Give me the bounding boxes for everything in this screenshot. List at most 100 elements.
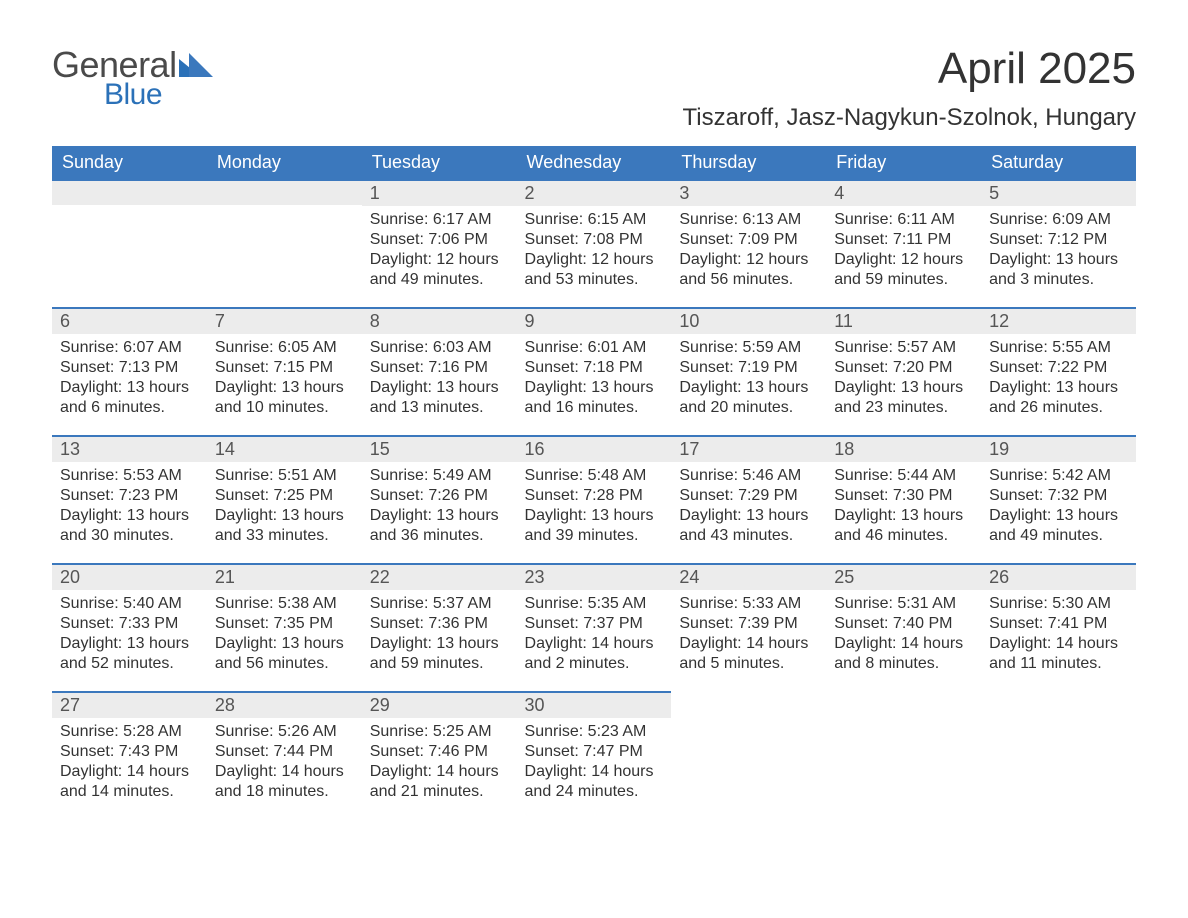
sunrise-line: Sunrise: 6:15 AM [525, 210, 664, 230]
sunrise-line: Sunrise: 6:01 AM [525, 338, 664, 358]
calendar-cell: 16Sunrise: 5:48 AMSunset: 7:28 PMDayligh… [517, 435, 672, 563]
daylight-line: Daylight: 14 hours and 14 minutes. [60, 762, 199, 802]
sunrise-line: Sunrise: 5:48 AM [525, 466, 664, 486]
day-number: 18 [826, 435, 981, 462]
day-number: 28 [207, 691, 362, 718]
calendar-cell [52, 179, 207, 307]
day-number: 1 [362, 179, 517, 206]
day-number: 8 [362, 307, 517, 334]
daylight-line: Daylight: 13 hours and 36 minutes. [370, 506, 509, 546]
sunrise-line: Sunrise: 5:59 AM [679, 338, 818, 358]
calendar-cell [826, 691, 981, 819]
day-body: Sunrise: 5:35 AMSunset: 7:37 PMDaylight:… [517, 590, 672, 682]
sunset-line: Sunset: 7:36 PM [370, 614, 509, 634]
daylight-line: Daylight: 13 hours and 3 minutes. [989, 250, 1128, 290]
calendar-cell [981, 691, 1136, 819]
calendar-cell: 17 Sunrise: 5:46 AMSunset: 7:29 PMDayligh… [671, 435, 826, 563]
calendar-cell: 6Sunrise: 6:07 AMSunset: 7:13 PMDaylight… [52, 307, 207, 435]
day-body: Sunrise: 5:31 AMSunset: 7:40 PMDaylight:… [826, 590, 981, 682]
daylight-line: Daylight: 13 hours and 43 minutes. [679, 506, 818, 546]
daylight-line: Daylight: 14 hours and 24 minutes. [525, 762, 664, 802]
sunset-line: Sunset: 7:29 PM [679, 486, 818, 506]
calendar-cell: 11Sunrise: 5:57 AMSunset: 7:20 PMDayligh… [826, 307, 981, 435]
sunrise-line: Sunrise: 5:25 AM [370, 722, 509, 742]
day-body: Sunrise: 5:37 AMSunset: 7:36 PMDaylight:… [362, 590, 517, 682]
day-number: 7 [207, 307, 362, 334]
sunrise-line: Sunrise: 5:35 AM [525, 594, 664, 614]
sunset-line: Sunset: 7:46 PM [370, 742, 509, 762]
sunrise-line: Sunrise: 6:09 AM [989, 210, 1128, 230]
sunrise-line: Sunrise: 5:53 AM [60, 466, 199, 486]
day-number: 17 [671, 435, 826, 462]
daylight-line: Daylight: 12 hours and 53 minutes. [525, 250, 664, 290]
day-number: 25 [826, 563, 981, 590]
sunset-line: Sunset: 7:16 PM [370, 358, 509, 378]
day-body: Sunrise: 5:26 AMSunset: 7:44 PMDaylight:… [207, 718, 362, 810]
calendar-cell: 24Sunrise: 5:33 AMSunset: 7:39 PMDayligh… [671, 563, 826, 691]
day-number: 12 [981, 307, 1136, 334]
daylight-line: Daylight: 12 hours and 59 minutes. [834, 250, 973, 290]
calendar-cell: 15Sunrise: 5:49 AMSunset: 7:26 PMDayligh… [362, 435, 517, 563]
sunset-line: Sunset: 7:28 PM [525, 486, 664, 506]
calendar-cell: 26Sunrise: 5:30 AMSunset: 7:41 PMDayligh… [981, 563, 1136, 691]
sunset-line: Sunset: 7:37 PM [525, 614, 664, 634]
sunrise-line: Sunrise: 5:37 AM [370, 594, 509, 614]
day-number: 27 [52, 691, 207, 718]
day-body: Sunrise: 5:38 AMSunset: 7:35 PMDaylight:… [207, 590, 362, 682]
location-text: Tiszaroff, Jasz-Nagykun-Szolnok, Hungary [682, 104, 1136, 132]
sunset-line: Sunset: 7:13 PM [60, 358, 199, 378]
logo-text-blue: Blue [104, 78, 213, 112]
daylight-line: Daylight: 13 hours and 46 minutes. [834, 506, 973, 546]
sunrise-line: Sunrise: 6:03 AM [370, 338, 509, 358]
day-number: 11 [826, 307, 981, 334]
calendar-row: 20Sunrise: 5:40 AMSunset: 7:33 PMDayligh… [52, 563, 1136, 691]
sunset-line: Sunset: 7:39 PM [679, 614, 818, 634]
page-title: April 2025 [682, 44, 1136, 94]
day-number: 19 [981, 435, 1136, 462]
daylight-line: Daylight: 14 hours and 11 minutes. [989, 634, 1128, 674]
day-body: Sunrise: 5:23 AMSunset: 7:47 PMDaylight:… [517, 718, 672, 810]
sunrise-line: Sunrise: 5:26 AM [215, 722, 354, 742]
calendar-cell: 1Sunrise: 6:17 AMSunset: 7:06 PMDaylight… [362, 179, 517, 307]
calendar-cell [671, 691, 826, 819]
calendar-cell: 9Sunrise: 6:01 AMSunset: 7:18 PMDaylight… [517, 307, 672, 435]
day-body: Sunrise: 5:25 AMSunset: 7:46 PMDaylight:… [362, 718, 517, 810]
sunset-line: Sunset: 7:06 PM [370, 230, 509, 250]
day-header-sunday: Sunday [52, 146, 207, 179]
day-number: 3 [671, 179, 826, 206]
sunset-line: Sunset: 7:33 PM [60, 614, 199, 634]
calendar-row: 27Sunrise: 5:28 AMSunset: 7:43 PMDayligh… [52, 691, 1136, 819]
day-number: 24 [671, 563, 826, 590]
day-body: Sunrise: 5:59 AMSunset: 7:19 PMDaylight:… [671, 334, 826, 426]
day-body: Sunrise: 5:44 AMSunset: 7:30 PMDaylight:… [826, 462, 981, 554]
sunrise-line: Sunrise: 6:07 AM [60, 338, 199, 358]
sunset-line: Sunset: 7:18 PM [525, 358, 664, 378]
sunset-line: Sunset: 7:15 PM [215, 358, 354, 378]
daylight-line: Daylight: 13 hours and 26 minutes. [989, 378, 1128, 418]
sunrise-line: Sunrise: 5:30 AM [989, 594, 1128, 614]
calendar-cell: 14Sunrise: 5:51 AMSunset: 7:25 PMDayligh… [207, 435, 362, 563]
day-number: 5 [981, 179, 1136, 206]
day-number: 30 [517, 691, 672, 718]
daylight-line: Daylight: 13 hours and 13 minutes. [370, 378, 509, 418]
logo: General Blue [52, 44, 213, 112]
day-number: 4 [826, 179, 981, 206]
calendar-cell [207, 179, 362, 307]
sunset-line: Sunset: 7:47 PM [525, 742, 664, 762]
sunrise-line: Sunrise: 5:44 AM [834, 466, 973, 486]
day-number: 13 [52, 435, 207, 462]
daylight-line: Daylight: 13 hours and 33 minutes. [215, 506, 354, 546]
day-header-wednesday: Wednesday [517, 146, 672, 179]
day-body: Sunrise: 5:40 AMSunset: 7:33 PMDaylight:… [52, 590, 207, 682]
sunset-line: Sunset: 7:22 PM [989, 358, 1128, 378]
sunset-line: Sunset: 7:11 PM [834, 230, 973, 250]
day-header-thursday: Thursday [671, 146, 826, 179]
day-header-tuesday: Tuesday [362, 146, 517, 179]
sunset-line: Sunset: 7:30 PM [834, 486, 973, 506]
day-body: Sunrise: 6:09 AMSunset: 7:12 PMDaylight:… [981, 206, 1136, 298]
calendar-cell: 25Sunrise: 5:31 AMSunset: 7:40 PMDayligh… [826, 563, 981, 691]
calendar-table: SundayMondayTuesdayWednesdayThursdayFrid… [52, 146, 1136, 819]
calendar-row: 13Sunrise: 5:53 AMSunset: 7:23 PMDayligh… [52, 435, 1136, 563]
day-body: Sunrise: 5:57 AMSunset: 7:20 PMDaylight:… [826, 334, 981, 426]
sunrise-line: Sunrise: 5:46 AM [679, 466, 818, 486]
